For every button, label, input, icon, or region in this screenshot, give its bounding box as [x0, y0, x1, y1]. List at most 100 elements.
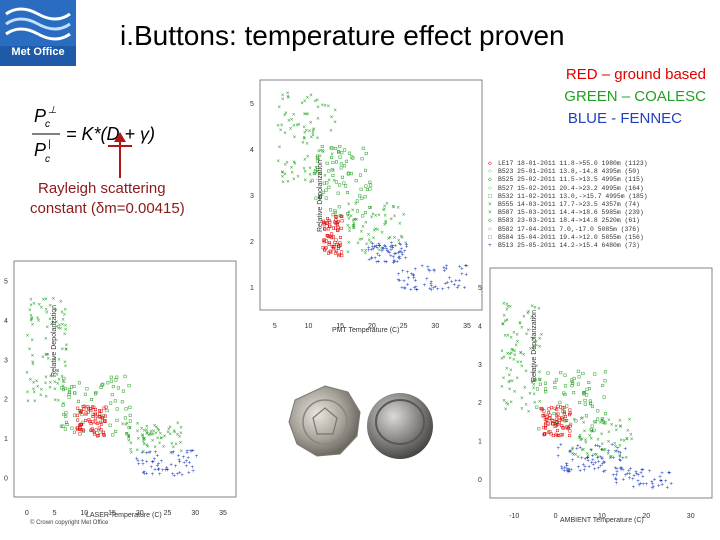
green-point: [61, 388, 65, 392]
green-point: ×: [500, 349, 504, 355]
green-point: [596, 417, 600, 421]
green-point: [565, 404, 569, 408]
green-point: ×: [572, 453, 576, 459]
red-point: [543, 432, 547, 436]
blue-point: +: [375, 246, 379, 252]
blue-point: +: [391, 246, 395, 252]
green-point: ×: [524, 402, 528, 408]
blue-point: +: [147, 450, 151, 456]
green-point: ×: [601, 456, 605, 462]
green-point: ×: [613, 441, 617, 447]
right-ytick-label: 3: [478, 362, 482, 369]
red-point: [561, 426, 565, 430]
blue-point: +: [448, 276, 452, 282]
green-point: ×: [56, 382, 60, 388]
green-point: ×: [329, 128, 333, 134]
red-point: [546, 421, 550, 425]
legend-row: □ B584 15-04-2011 19.4->12.0 5855m (156): [488, 234, 713, 242]
blue-point: +: [460, 266, 464, 272]
green-point: [363, 195, 367, 199]
blue-point: +: [398, 241, 402, 247]
green-point: ×: [372, 236, 376, 242]
green-point: ×: [64, 348, 68, 354]
green-point: [338, 214, 342, 218]
top-ytick-label: 3: [250, 193, 254, 200]
green-point: ×: [327, 104, 331, 110]
green-point: [535, 405, 539, 409]
red-point: [99, 422, 103, 426]
green-point: ×: [584, 438, 588, 444]
red-point: [547, 411, 551, 415]
blue-point: +: [432, 286, 436, 292]
left-xtick-label: 0: [25, 510, 29, 517]
green-point: ×: [377, 213, 381, 219]
blue-point: +: [389, 254, 393, 260]
blue-point: +: [371, 245, 375, 251]
green-point: ×: [60, 374, 64, 380]
green-point: ×: [53, 358, 57, 364]
legend-marker-icon: ○: [488, 225, 492, 233]
blue-point: +: [400, 247, 404, 253]
green-point: ×: [56, 369, 60, 375]
blue-point: +: [195, 454, 199, 460]
legend-green: GREEN – COALESC: [564, 88, 706, 105]
blue-point: +: [392, 255, 396, 261]
green-point: [116, 386, 120, 390]
green-point: ×: [42, 297, 46, 303]
blue-point: +: [566, 470, 570, 476]
green-point: [336, 191, 340, 195]
green-point: ×: [535, 364, 539, 370]
green-point: ×: [304, 178, 308, 184]
green-point: ×: [46, 353, 50, 359]
logo-wave-icon: [0, 0, 76, 46]
green-point: ×: [292, 160, 296, 166]
blue-point: +: [386, 249, 390, 255]
green-point: ×: [54, 308, 58, 314]
red-point: [568, 433, 572, 437]
green-point: [535, 387, 539, 391]
green-point: ×: [330, 152, 334, 158]
green-point: ×: [404, 241, 408, 247]
green-point: ×: [281, 93, 285, 99]
green-point: ×: [304, 112, 308, 118]
blue-point: +: [405, 243, 409, 249]
green-point: [569, 422, 573, 426]
blue-point: +: [602, 460, 606, 466]
green-point: ×: [45, 353, 49, 359]
green-point: [562, 391, 566, 395]
rayleigh-label-line1: Rayleigh scattering: [38, 180, 166, 197]
green-point: ×: [513, 349, 517, 355]
green-point: ×: [518, 321, 522, 327]
green-point: ×: [589, 448, 593, 454]
right-ytick-label: 2: [478, 400, 482, 407]
green-point: ×: [44, 375, 48, 381]
green-point: ×: [532, 379, 536, 385]
legend-row-text: B525 25-02-2011 11.5->13.5 4995m (115): [498, 176, 644, 184]
blue-point: +: [568, 449, 572, 455]
green-point: [124, 407, 128, 411]
green-point: ×: [62, 401, 66, 407]
green-point: ×: [502, 322, 506, 328]
green-point: [315, 159, 319, 163]
green-point: ×: [319, 149, 323, 155]
blue-point: +: [634, 470, 638, 476]
blue-point: +: [409, 288, 413, 294]
green-point: [338, 145, 342, 149]
green-point: ×: [45, 325, 49, 331]
blue-point: +: [178, 460, 182, 466]
red-point: [563, 410, 567, 414]
depolarization-formula: P c ⊥ P c | = K*(D + γ): [30, 100, 180, 176]
top-ytick-label: 1: [250, 285, 254, 292]
green-point: [62, 376, 66, 380]
blue-point: +: [171, 472, 175, 478]
blue-point: +: [169, 463, 173, 469]
green-point: [602, 395, 606, 399]
green-point: ×: [44, 352, 48, 358]
green-point: [344, 184, 348, 188]
green-point: ×: [525, 332, 529, 338]
green-point: ×: [46, 356, 50, 362]
green-point: [587, 381, 591, 385]
blue-point: +: [621, 456, 625, 462]
green-point: ×: [61, 379, 65, 385]
blue-point: +: [412, 286, 416, 292]
